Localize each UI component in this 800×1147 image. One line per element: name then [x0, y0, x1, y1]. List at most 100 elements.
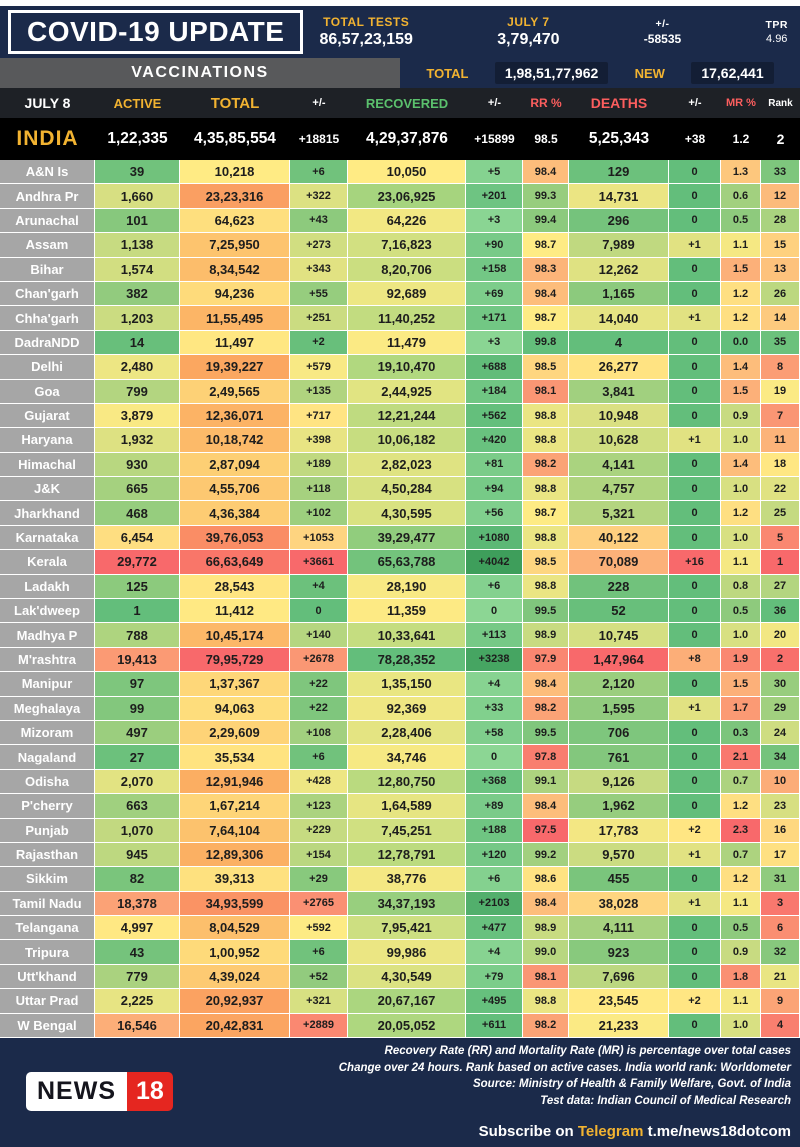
cell-rank: 4	[761, 1013, 800, 1038]
cell-active: 2,070	[95, 769, 180, 795]
cell-recovered-change: +113	[466, 623, 523, 648]
cell-recovered: 99,986	[348, 940, 466, 965]
cell-mr-percent: 1.3	[721, 160, 761, 185]
state-rows: A&N Is 39 10,218 +6 10,050 +5 98.4 129 0 1.3 33 A…	[0, 160, 800, 1038]
cell-active: 1,660	[95, 184, 180, 209]
cell-total-change: +2889	[290, 1013, 348, 1038]
header-stats: TOTAL TESTS 86,57,23,159 JULY 7 3,79,470…	[319, 15, 788, 49]
table-row: Lak'dweep 1 11,412 0 11,359 0 99.5 52 0 0.5 36	[0, 599, 800, 624]
cell-rr-percent: 98.1	[523, 379, 569, 404]
cell-active: 125	[95, 574, 180, 599]
cell-recovered-change: 0	[466, 599, 523, 624]
cell-total-change: +52	[290, 964, 348, 990]
cell-active: 468	[95, 501, 180, 526]
cell-deaths-change: +8	[669, 647, 721, 673]
cell-total: 94,236	[180, 281, 290, 307]
cell-recovered: 10,06,182	[348, 428, 466, 453]
cell-mr-percent: 1.2	[721, 867, 761, 892]
state-name: Lak'dweep	[0, 599, 95, 624]
cell-rr-percent: 98.8	[523, 403, 569, 429]
state-name: Delhi	[0, 355, 95, 380]
cell-mr-percent: 2.1	[721, 745, 761, 770]
cell-deaths: 1,962	[569, 794, 669, 819]
footnote-line: Source: Ministry of Health & Family Welf…	[472, 1078, 791, 1090]
vaccinations-stats: TOTAL 1,98,51,77,962 NEW 17,62,441	[400, 58, 800, 88]
cell-deaths: 706	[569, 720, 669, 746]
table-row: Ladakh 125 28,543 +4 28,190 +6 98.8 228 0 0.8 27	[0, 574, 800, 599]
cell-total-change: +343	[290, 257, 348, 282]
cell-deaths-change: +1	[669, 842, 721, 868]
cell-total: 2,49,565	[180, 379, 290, 404]
cell-recovered-change: +611	[466, 1013, 523, 1038]
cell-deaths-change: 0	[669, 720, 721, 746]
cell-recovered: 7,95,421	[348, 916, 466, 941]
column-header-row: JULY 8 ACTIVE TOTAL +/- RECOVERED +/- RR…	[0, 88, 800, 118]
cell-deaths-change: 0	[669, 672, 721, 697]
table-row: Arunachal 101 64,623 +43 64,226 +3 99.4 296 0 0.…	[0, 208, 800, 234]
cell-rank: 17	[761, 842, 800, 868]
state-name: Chan'garh	[0, 281, 95, 307]
table-row: M'rashtra 19,413 79,95,729 +2678 78,28,352 +…	[0, 647, 800, 673]
july7-value: 3,79,470	[497, 31, 560, 48]
cell-deaths-change: 0	[669, 452, 721, 478]
cell-rank: 35	[761, 330, 800, 356]
cell-recovered-change: +2103	[466, 891, 523, 917]
subscribe-link[interactable]: Subscribe on Telegram t.me/news18dotcom	[479, 1123, 791, 1140]
cell-mr-percent: 2.3	[721, 818, 761, 843]
cell-rank: 9	[761, 989, 800, 1014]
state-name: Assam	[0, 233, 95, 258]
cell-recovered: 7,16,823	[348, 233, 466, 258]
state-name: Gujarat	[0, 403, 95, 429]
cell-total-change: +1053	[290, 525, 348, 551]
cell-rr-percent: 99.1	[523, 769, 569, 795]
cell-rank: 21	[761, 964, 800, 990]
cell-total-change: +135	[290, 379, 348, 404]
cell-total-change: +4	[290, 574, 348, 599]
cell-rr-percent: 98.4	[523, 891, 569, 917]
cell-total: 10,45,174	[180, 623, 290, 648]
cell-total-change: +273	[290, 233, 348, 258]
table-row: Telangana 4,997 8,04,529 +592 7,95,421 +477 9…	[0, 916, 800, 941]
cell-deaths: 4,141	[569, 452, 669, 478]
cell-recovered: 4,30,549	[348, 964, 466, 990]
cell-recovered: 4,50,284	[348, 477, 466, 502]
cell-deaths-change: +1	[669, 233, 721, 258]
cell-recovered-change: +89	[466, 794, 523, 819]
cell-total-change: +579	[290, 355, 348, 380]
cell-mr-percent: 0.5	[721, 599, 761, 624]
cell-recovered-change: +81	[466, 452, 523, 478]
cell-recovered-change: +562	[466, 403, 523, 429]
cell-deaths-change: 0	[669, 208, 721, 234]
india-deaths-change: +38	[684, 132, 706, 146]
cell-recovered: 34,37,193	[348, 891, 466, 917]
july7-tests-stat: JULY 7 3,79,470	[497, 15, 559, 49]
table-row: P'cherry 663 1,67,214 +123 1,64,589 +89 98.4 1…	[0, 794, 800, 819]
cell-deaths: 26,277	[569, 355, 669, 380]
cell-rr-percent: 98.8	[523, 989, 569, 1014]
cell-rank: 34	[761, 745, 800, 770]
table-row: Meghalaya 99 94,063 +22 92,369 +33 98.2 1,595 +…	[0, 696, 800, 721]
cell-mr-percent: 0.0	[721, 330, 761, 356]
cell-active: 799	[95, 379, 180, 404]
cell-deaths-change: 0	[669, 184, 721, 209]
cell-total: 11,497	[180, 330, 290, 356]
cell-deaths-change: 0	[669, 379, 721, 404]
cell-total: 2,87,094	[180, 452, 290, 478]
cell-total-change: +6	[290, 940, 348, 965]
cell-deaths-change: +2	[669, 818, 721, 843]
cell-active: 382	[95, 281, 180, 307]
cell-deaths-change: 0	[669, 769, 721, 795]
cell-mr-percent: 0.6	[721, 184, 761, 209]
cell-deaths-change: 0	[669, 940, 721, 965]
cell-mr-percent: 0.3	[721, 720, 761, 746]
cell-rank: 29	[761, 696, 800, 721]
cell-rr-percent: 98.4	[523, 794, 569, 819]
table-row: Haryana 1,932 10,18,742 +398 10,06,182 +420 9…	[0, 428, 800, 453]
cell-deaths-change: 0	[669, 501, 721, 526]
cell-rr-percent: 98.2	[523, 696, 569, 721]
cell-mr-percent: 1.1	[721, 233, 761, 258]
cell-deaths: 10,745	[569, 623, 669, 648]
cell-total-change: +123	[290, 794, 348, 819]
cell-recovered: 12,21,244	[348, 403, 466, 429]
cell-deaths: 9,570	[569, 842, 669, 868]
